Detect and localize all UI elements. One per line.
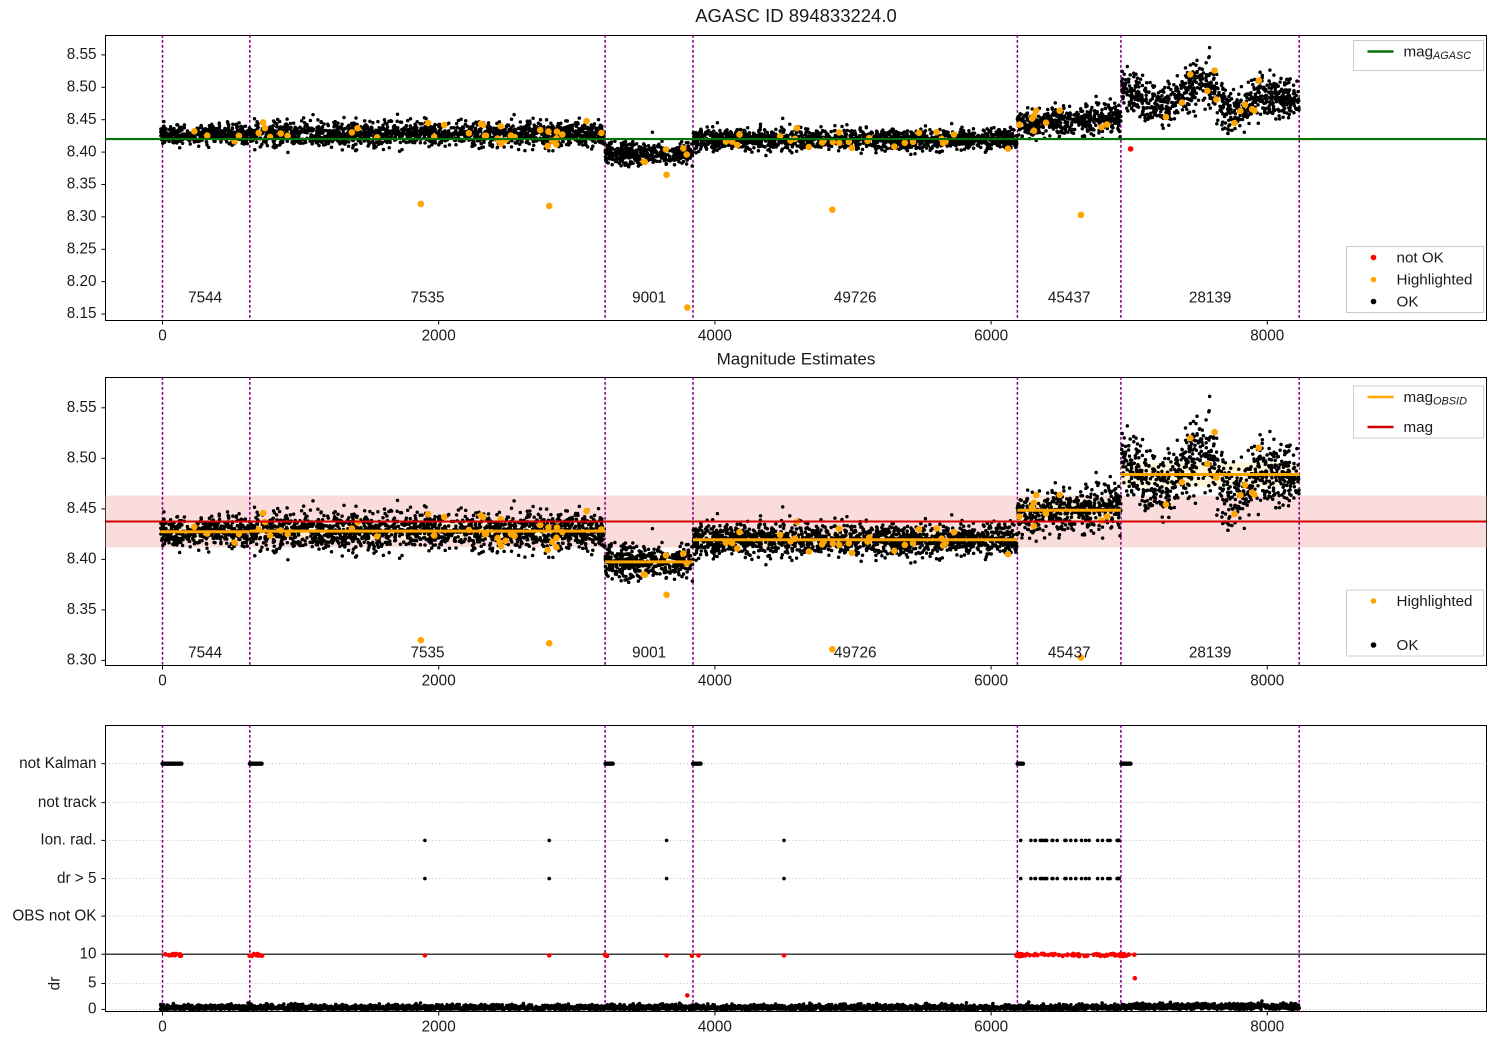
- svg-text:8.50: 8.50: [67, 450, 97, 467]
- svg-text:8.40: 8.40: [67, 551, 97, 568]
- svg-text:28139: 28139: [1189, 644, 1232, 661]
- svg-text:not OK: not OK: [1397, 250, 1444, 267]
- svg-text:49726: 49726: [834, 289, 877, 306]
- svg-text:8.50: 8.50: [67, 79, 97, 96]
- svg-text:8000: 8000: [1250, 673, 1284, 690]
- svg-text:AGASC ID 894833224.0: AGASC ID 894833224.0: [695, 5, 897, 26]
- svg-text:4000: 4000: [698, 673, 732, 690]
- svg-text:8.15: 8.15: [67, 305, 97, 322]
- svg-text:2000: 2000: [422, 673, 456, 690]
- svg-text:mag: mag: [1404, 419, 1434, 436]
- svg-text:4000: 4000: [698, 1019, 732, 1036]
- svg-text:28139: 28139: [1189, 289, 1232, 306]
- svg-text:dr: dr: [47, 977, 64, 991]
- svg-text:6000: 6000: [974, 1019, 1008, 1036]
- svg-text:8.45: 8.45: [67, 500, 97, 517]
- svg-text:not Kalman: not Kalman: [19, 755, 96, 772]
- svg-text:9001: 9001: [632, 644, 666, 661]
- svg-text:8.45: 8.45: [67, 111, 97, 128]
- svg-text:6000: 6000: [974, 673, 1008, 690]
- svg-text:8.35: 8.35: [67, 176, 97, 193]
- svg-text:0: 0: [88, 1001, 97, 1018]
- svg-text:Magnitude Estimates: Magnitude Estimates: [717, 350, 876, 369]
- svg-text:8.55: 8.55: [67, 46, 97, 63]
- svg-text:8.55: 8.55: [67, 399, 97, 416]
- svg-text:OK: OK: [1397, 637, 1419, 654]
- svg-text:Highlighted: Highlighted: [1397, 272, 1473, 289]
- svg-text:10: 10: [79, 945, 96, 962]
- svg-text:not track: not track: [38, 794, 97, 811]
- svg-text:2000: 2000: [422, 328, 456, 345]
- svg-text:0: 0: [158, 1019, 167, 1036]
- svg-text:5: 5: [88, 975, 97, 992]
- svg-text:OBS not OK: OBS not OK: [12, 907, 97, 924]
- svg-text:45437: 45437: [1048, 644, 1091, 661]
- svg-text:7535: 7535: [410, 644, 444, 661]
- svg-text:8.25: 8.25: [67, 241, 97, 258]
- svg-text:2000: 2000: [422, 1019, 456, 1036]
- svg-text:Highlighted: Highlighted: [1397, 593, 1473, 610]
- svg-text:8.30: 8.30: [67, 208, 97, 225]
- svg-text:7544: 7544: [188, 289, 223, 306]
- svg-text:6000: 6000: [974, 328, 1008, 345]
- svg-text:0: 0: [158, 673, 167, 690]
- svg-text:8000: 8000: [1250, 328, 1284, 345]
- svg-text:0: 0: [158, 328, 167, 345]
- svg-text:dr > 5: dr > 5: [57, 870, 97, 887]
- svg-text:Ion. rad.: Ion. rad.: [40, 832, 96, 849]
- svg-text:8.30: 8.30: [67, 652, 97, 669]
- svg-text:8.40: 8.40: [67, 143, 97, 160]
- svg-text:8.35: 8.35: [67, 601, 97, 618]
- svg-text:7544: 7544: [188, 644, 223, 661]
- svg-text:OK: OK: [1397, 294, 1419, 311]
- svg-text:9001: 9001: [632, 289, 666, 306]
- svg-text:8000: 8000: [1250, 1019, 1284, 1036]
- svg-text:8.20: 8.20: [67, 273, 97, 290]
- svg-text:49726: 49726: [834, 644, 877, 661]
- svg-text:45437: 45437: [1048, 289, 1091, 306]
- svg-text:4000: 4000: [698, 328, 732, 345]
- svg-text:7535: 7535: [410, 289, 444, 306]
